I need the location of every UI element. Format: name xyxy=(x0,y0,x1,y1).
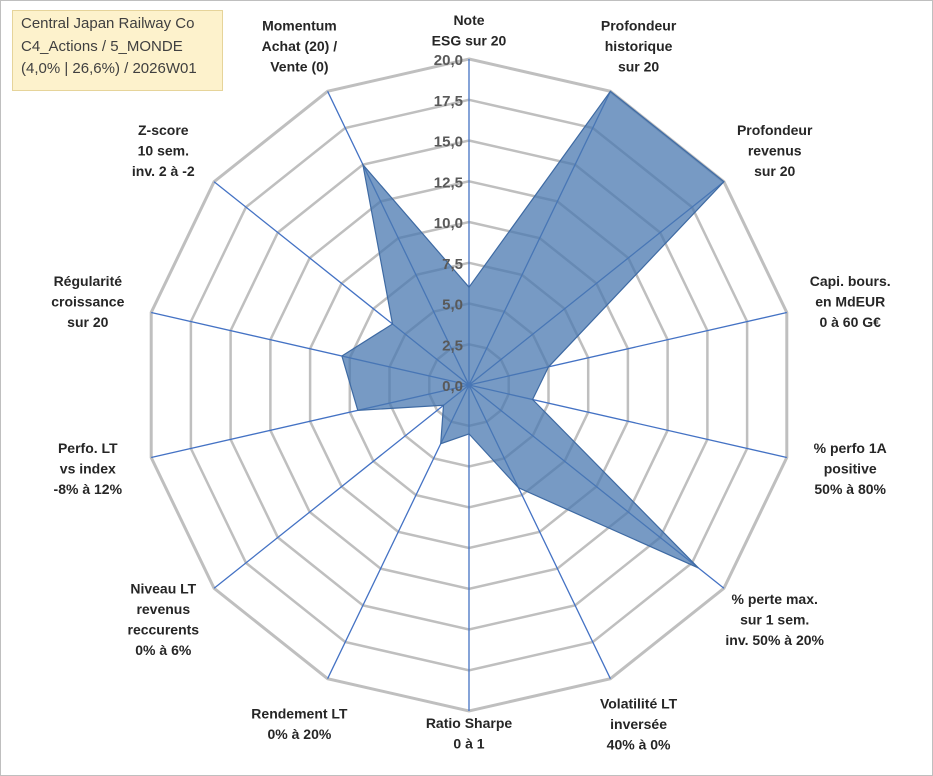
axis-label-9-line-3: 0% à 6% xyxy=(135,642,192,658)
axis-label-1-line-2: sur 20 xyxy=(618,59,659,75)
axis-label-10-line-0: Perfo. LT xyxy=(58,440,118,456)
title-stats: (4,0% | 26,6%) / 2026W01 xyxy=(21,60,197,77)
tick-label-6: 15,0 xyxy=(434,134,463,151)
axis-label-11: Régularité croissance sur 20 xyxy=(51,273,124,330)
axis-label-6: Volatilité LT inversée 40% à 0% xyxy=(600,695,678,752)
axis-label-3-line-2: 0 à 60 G€ xyxy=(819,314,881,330)
axis-label-7: Ratio Sharpe 0 à 1 xyxy=(426,715,513,752)
axis-label-11-line-0: Régularité xyxy=(54,273,123,289)
axis-label-6-line-2: 40% à 0% xyxy=(607,736,671,752)
axis-label-9: Niveau LT revenus reccurents 0% à 6% xyxy=(128,581,200,659)
radar-series xyxy=(341,90,725,569)
axis-label-0-line-1: ESG sur 20 xyxy=(432,33,507,49)
tick-label-4: 10,0 xyxy=(434,215,463,232)
axis-label-2-line-0: Profondeur xyxy=(737,122,813,138)
axis-label-8-line-0: Rendement LT xyxy=(251,706,348,722)
axis-label-4-line-0: % perfo 1A xyxy=(814,440,887,456)
axis-label-1: Profondeur historique sur 20 xyxy=(601,18,677,75)
axis-label-9-line-2: reccurents xyxy=(128,622,200,638)
axis-label-12-line-0: Z-score xyxy=(138,122,189,138)
axis-label-3: Capi. bours. en MdEUR 0 à 60 G€ xyxy=(810,273,891,330)
title-portfolio: C4_Actions / 5_MONDE xyxy=(21,37,183,55)
axis-label-7-line-1: 0 à 1 xyxy=(453,736,484,752)
axis-label-5-line-0: % perte max. xyxy=(732,591,818,607)
chart-title-box: Central Japan Railway Co C4_Actions / 5_… xyxy=(12,10,223,91)
axis-label-11-line-1: croissance xyxy=(51,293,124,309)
axis-label-5: % perte max. sur 1 sem. inv. 50% à 20% xyxy=(725,591,824,648)
axis-label-5-line-2: inv. 50% à 20% xyxy=(725,632,824,648)
axis-spoke-9 xyxy=(213,384,470,589)
tick-label-0: 0,0 xyxy=(442,378,463,395)
axis-label-2-line-1: revenus xyxy=(748,143,802,159)
axis-label-11-line-2: sur 20 xyxy=(67,314,108,330)
axis-label-9-line-0: Niveau LT xyxy=(130,581,196,597)
axis-label-9-line-1: revenus xyxy=(136,601,190,617)
axis-label-6-line-1: inversée xyxy=(610,716,667,732)
axis-label-7-line-0: Ratio Sharpe xyxy=(426,715,513,731)
axis-label-12: Z-score 10 sem. inv. 2 à -2 xyxy=(132,122,195,179)
title-company: Central Japan Railway Co xyxy=(21,15,195,32)
axis-label-8: Rendement LT 0% à 20% xyxy=(251,706,348,743)
axis-label-3-line-1: en MdEUR xyxy=(815,293,885,309)
axis-label-10-line-2: -8% à 12% xyxy=(54,481,123,497)
axis-label-13-line-1: Achat (20) / xyxy=(262,38,338,54)
tick-label-2: 5,0 xyxy=(442,297,463,314)
axis-label-4: % perfo 1A positive 50% à 80% xyxy=(814,440,887,497)
tick-label-1: 2,5 xyxy=(442,337,463,354)
axis-label-0: Note ESG sur 20 xyxy=(432,12,507,49)
radar-tick-labels: 0,0 2,5 5,0 7,5 10,0 12,5 15,0 17,5 20,0 xyxy=(434,52,463,395)
axis-label-8-line-1: 0% à 20% xyxy=(267,726,331,742)
axis-label-10: Perfo. LT vs index -8% à 12% xyxy=(54,440,123,497)
series-area xyxy=(341,90,725,569)
axis-label-3-line-0: Capi. bours. xyxy=(810,273,891,289)
axis-label-2-line-2: sur 20 xyxy=(754,163,795,179)
tick-label-5: 12,5 xyxy=(434,174,463,191)
axis-label-12-line-2: inv. 2 à -2 xyxy=(132,163,195,179)
axis-label-6-line-0: Volatilité LT xyxy=(600,695,678,711)
tick-label-3: 7,5 xyxy=(442,256,463,273)
axis-label-4-line-1: positive xyxy=(824,461,877,477)
axis-label-10-line-1: vs index xyxy=(60,461,116,477)
axis-label-13-line-0: Momentum xyxy=(262,18,337,34)
axis-label-12-line-1: 10 sem. xyxy=(138,143,189,159)
axis-label-4-line-2: 50% à 80% xyxy=(814,481,886,497)
tick-label-7: 17,5 xyxy=(434,93,463,110)
axis-label-5-line-1: sur 1 sem. xyxy=(740,611,809,627)
tick-label-8: 20,0 xyxy=(434,52,463,69)
radar-axis-labels: Note ESG sur 20 Profondeur historique sur 20… xyxy=(51,12,890,752)
axis-label-0-line-0: Note xyxy=(453,12,484,28)
axis-label-13-line-2: Vente (0) xyxy=(270,59,328,75)
axis-label-2: Profondeur revenus sur 20 xyxy=(737,122,813,179)
axis-label-13: Momentum Achat (20) / Vente (0) xyxy=(262,18,338,75)
axis-label-1-line-1: historique xyxy=(605,38,673,54)
axis-label-1-line-0: Profondeur xyxy=(601,18,677,34)
